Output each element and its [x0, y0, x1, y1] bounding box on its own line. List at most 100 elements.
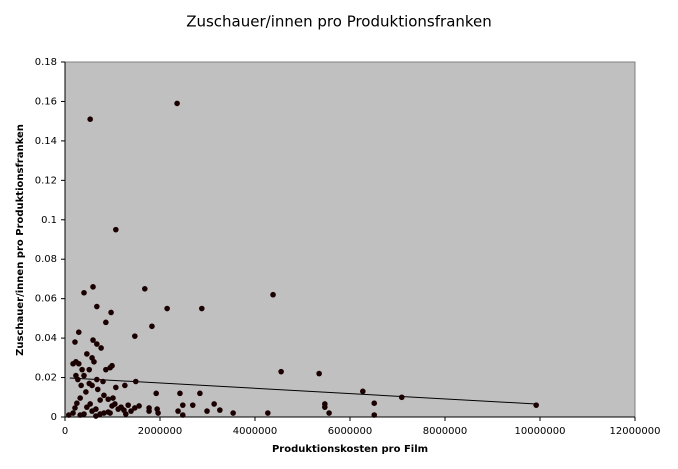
point — [89, 382, 95, 389]
point — [371, 400, 378, 406]
point — [146, 408, 152, 414]
point — [74, 400, 80, 406]
point — [175, 408, 181, 414]
point — [91, 358, 97, 365]
point — [322, 404, 328, 410]
point — [75, 376, 81, 383]
point — [72, 339, 78, 345]
point — [128, 408, 134, 414]
point — [107, 410, 113, 416]
point — [86, 366, 93, 373]
point — [199, 305, 205, 312]
plot-area — [64, 61, 636, 418]
point — [87, 116, 93, 122]
point — [360, 388, 366, 395]
point — [189, 402, 196, 408]
point — [132, 378, 139, 385]
point — [270, 291, 276, 298]
x-tick-label: 4000000 — [233, 426, 278, 437]
point — [316, 370, 322, 377]
x-tick-label: 2000000 — [138, 426, 183, 437]
point — [90, 284, 96, 290]
y-tick-label: 0.06 — [35, 294, 57, 305]
point — [79, 366, 85, 373]
point — [93, 406, 99, 412]
y-tick-label: 0.12 — [35, 175, 57, 186]
y-tick-label: 0.16 — [35, 96, 57, 107]
point — [81, 411, 87, 417]
point — [142, 286, 148, 292]
point — [93, 413, 99, 419]
point — [122, 382, 128, 389]
y-axis-title: Zuschauer/innen pro Produktionsfranken — [15, 124, 26, 356]
point — [132, 333, 138, 339]
y-tick-label: 0.18 — [35, 57, 57, 68]
point — [101, 392, 107, 399]
point — [204, 408, 210, 414]
point — [217, 407, 223, 413]
point — [180, 412, 186, 418]
x-tick-label: 0 — [62, 426, 68, 437]
point — [326, 410, 332, 416]
y-tick-label: 0.02 — [35, 373, 57, 384]
point — [123, 411, 129, 417]
x-tick-label: 6000000 — [328, 426, 373, 437]
point — [105, 396, 112, 403]
point — [180, 402, 186, 408]
point — [136, 403, 142, 409]
point — [70, 410, 76, 416]
trendline — [69, 377, 537, 405]
point — [94, 386, 101, 393]
point — [90, 337, 96, 343]
point — [278, 368, 284, 375]
point — [112, 401, 118, 407]
point — [94, 341, 100, 347]
point — [155, 410, 161, 416]
point — [132, 405, 138, 411]
point — [177, 390, 183, 397]
point — [113, 384, 119, 391]
y-tick-label: 0.1 — [41, 215, 57, 226]
chart-title: Zuschauer/innen pro Produktionsfranken — [186, 13, 492, 31]
point — [66, 412, 72, 418]
point — [77, 395, 83, 401]
point — [211, 401, 217, 407]
x-tick-label: 12000000 — [610, 426, 661, 437]
y-tick-label: 0.04 — [35, 333, 57, 344]
point — [197, 390, 203, 397]
point — [100, 378, 106, 385]
point — [72, 405, 78, 411]
point — [97, 397, 103, 403]
point — [108, 309, 114, 316]
point — [94, 376, 100, 383]
point — [164, 305, 170, 312]
point — [81, 372, 87, 379]
point — [83, 389, 89, 395]
x-axis-title: Produktionskosten pro Film — [272, 444, 428, 455]
point — [113, 226, 119, 233]
point — [371, 412, 378, 418]
point — [103, 366, 109, 373]
point — [94, 303, 100, 310]
y-tick-label: 0 — [51, 412, 57, 423]
point — [98, 345, 104, 351]
point — [81, 289, 87, 296]
point — [149, 323, 155, 330]
point — [87, 401, 93, 407]
point — [125, 402, 131, 408]
y-tick-label: 0.08 — [35, 254, 57, 265]
point — [78, 382, 84, 389]
x-tick-label: 8000000 — [423, 426, 468, 437]
point — [75, 329, 82, 335]
point — [75, 360, 82, 367]
point — [103, 319, 109, 326]
point — [174, 100, 180, 107]
point — [153, 390, 159, 397]
point — [398, 394, 405, 401]
point — [101, 410, 107, 416]
x-tick-label: 10000000 — [515, 426, 566, 437]
point — [110, 395, 116, 401]
point — [230, 410, 236, 416]
